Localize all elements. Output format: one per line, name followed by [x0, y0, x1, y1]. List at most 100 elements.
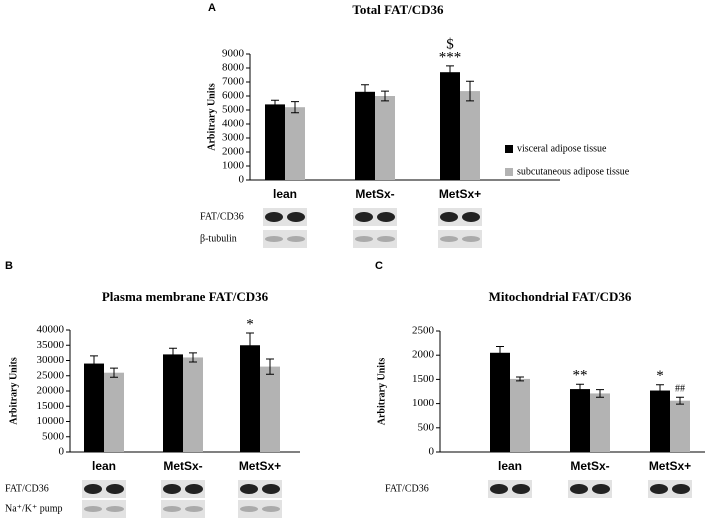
- y-tick-label: 10000: [37, 415, 65, 427]
- error-bar: [596, 389, 604, 398]
- bar: [183, 357, 203, 452]
- y-tick-label: 15000: [37, 400, 65, 412]
- error-bar: [466, 80, 474, 102]
- error-bar: [496, 345, 504, 360]
- chart-panel: C Mitochondrial FAT/CD36 Arbitrary Units 0 5…: [375, 260, 705, 498]
- x-tick-label: lean: [92, 459, 116, 473]
- blot-band: [84, 506, 102, 512]
- error-bar: [516, 376, 524, 382]
- y-tick-label: 8000: [222, 62, 245, 74]
- x-tick-label: MetSx+: [649, 459, 691, 473]
- x-tick-label: MetSx-: [355, 187, 394, 201]
- blot-band: [490, 484, 508, 494]
- y-tick-label: 1000: [222, 160, 245, 172]
- bar: [104, 372, 124, 452]
- y-axis-label: Arbitrary Units: [376, 358, 387, 426]
- y-tick-label: 6000: [222, 90, 245, 102]
- error-bar: [676, 396, 684, 405]
- blot-band: [440, 212, 458, 222]
- bar: [84, 363, 104, 452]
- y-tick-label: 1000: [412, 397, 435, 409]
- y-tick-label: 20000: [37, 385, 65, 397]
- x-tick-label: lean: [273, 187, 297, 201]
- y-tick-label: 2000: [412, 349, 435, 361]
- error-bar: [271, 99, 279, 110]
- error-bar: [291, 101, 299, 114]
- x-tick-label: MetSx+: [439, 187, 481, 201]
- error-bar: [576, 383, 584, 395]
- panel-label: A: [208, 2, 216, 14]
- blot-band: [570, 484, 588, 494]
- blot-band: [265, 236, 283, 242]
- error-bar: [169, 347, 177, 361]
- error-bar: [189, 352, 197, 363]
- x-tick-label: MetSx-: [570, 459, 609, 473]
- blot-strip: [438, 230, 482, 248]
- blot-band: [240, 484, 258, 494]
- blot-band: [262, 484, 280, 494]
- blot-strip: [161, 500, 205, 518]
- annotation: ***: [439, 49, 462, 65]
- chart-panel: B Plasma membrane FAT/CD36 Arbitrary Units…: [5, 260, 300, 518]
- y-tick-label: 7000: [222, 76, 245, 88]
- y-tick-label: 9000: [222, 48, 245, 60]
- error-bar: [361, 84, 369, 100]
- chart-panel: A Total FAT/CD36 Arbitrary Units 0 1000 2000 3…: [200, 2, 630, 248]
- x-tick-label: MetSx-: [163, 459, 202, 473]
- y-tick-label: 1500: [412, 373, 435, 385]
- y-tick-label: 2500: [412, 325, 435, 337]
- chart-title: Plasma membrane FAT/CD36: [102, 289, 269, 304]
- error-bar: [266, 358, 274, 375]
- error-bar: [381, 90, 389, 102]
- error-bar: [656, 384, 664, 397]
- blot-band: [462, 236, 480, 242]
- chart-title: Total FAT/CD36: [352, 2, 444, 17]
- blot-band: [440, 236, 458, 242]
- bar: [240, 345, 260, 452]
- y-tick-label: 0: [59, 446, 65, 458]
- bar: [355, 91, 375, 180]
- bar: [440, 72, 460, 180]
- y-tick-label: 30000: [37, 354, 65, 366]
- y-axis-label: Arbitrary Units: [8, 357, 19, 425]
- bar: [510, 378, 530, 452]
- bar: [590, 393, 610, 452]
- legend-swatch: [505, 145, 513, 153]
- y-tick-label: 5000: [222, 104, 245, 116]
- blot-label: FAT/CD36: [200, 211, 244, 222]
- blot-band: [106, 484, 124, 494]
- blot-strip: [353, 230, 397, 248]
- bar: [570, 389, 590, 452]
- x-tick-label: MetSx+: [239, 459, 281, 473]
- bar: [260, 366, 280, 452]
- annotation: *: [246, 316, 254, 332]
- blot-band: [377, 212, 395, 222]
- blot-band: [650, 484, 668, 494]
- blot-band: [262, 506, 280, 512]
- y-tick-label: 4000: [222, 118, 245, 130]
- y-tick-label: 2000: [222, 146, 245, 158]
- panel-label: C: [375, 260, 383, 272]
- panel-label: B: [5, 260, 13, 272]
- error-bar: [90, 355, 98, 372]
- bar: [375, 96, 395, 180]
- legend-label: subcutaneous adipose tissue: [517, 166, 630, 177]
- blot-strip: [263, 230, 307, 248]
- blot-band: [163, 484, 181, 494]
- x-tick-label: lean: [498, 459, 522, 473]
- legend-swatch: [505, 168, 513, 176]
- blot-band: [592, 484, 610, 494]
- y-tick-label: 3000: [222, 132, 245, 144]
- bar: [265, 104, 285, 180]
- blot-label: FAT/CD36: [5, 483, 49, 494]
- blot-band: [287, 212, 305, 222]
- blot-band: [355, 236, 373, 242]
- blot-strip: [238, 500, 282, 518]
- y-tick-label: 0: [429, 446, 435, 458]
- bar: [163, 354, 183, 452]
- annotation: ##: [675, 384, 685, 395]
- y-tick-label: 40000: [37, 324, 65, 336]
- blot-band: [512, 484, 530, 494]
- blot-band: [377, 236, 395, 242]
